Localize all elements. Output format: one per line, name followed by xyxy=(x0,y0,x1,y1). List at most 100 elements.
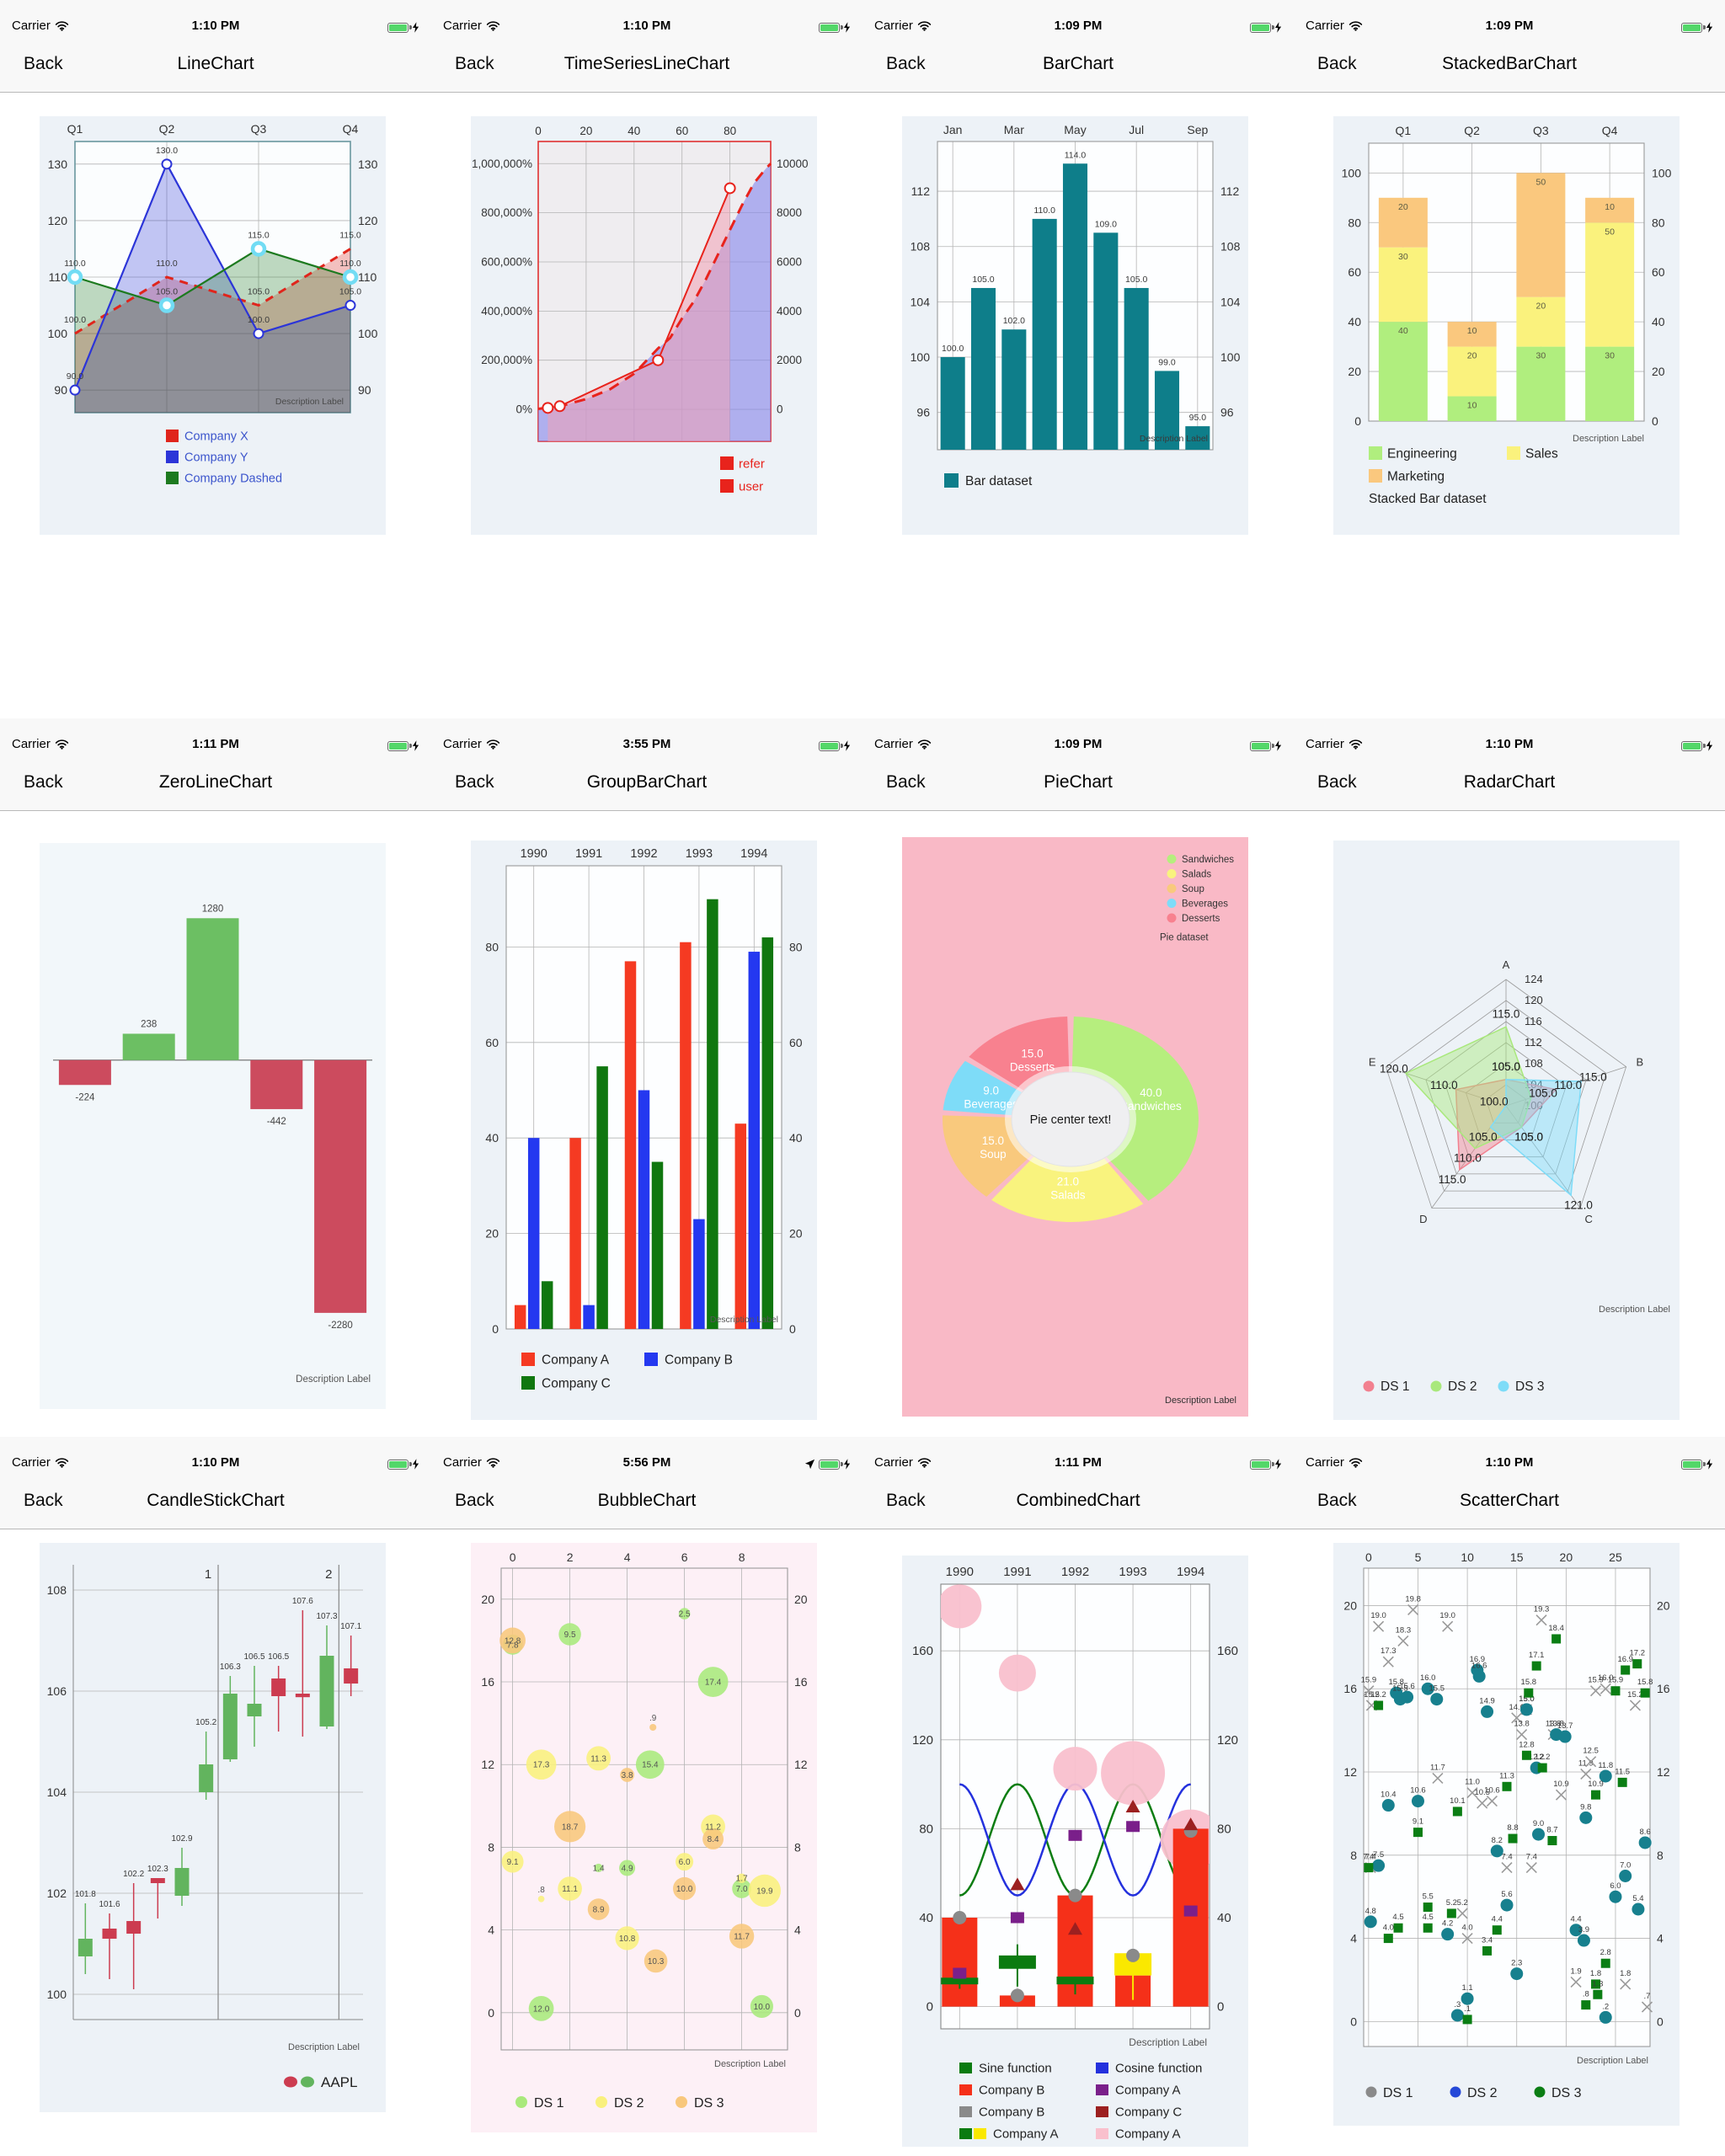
LineChart-canvas[interactable]: Q1 Q2 Q3 Q4 90 90 100 100 110 110 120 120 130 130 100.… xyxy=(40,116,386,535)
svg-text:4.4: 4.4 xyxy=(1570,1915,1581,1924)
svg-text:7.0: 7.0 xyxy=(736,1885,748,1894)
nav-title: PieChart xyxy=(1044,771,1113,792)
PieChart-canvas[interactable]: 40.0Sandwiches21.0Salads15.0Soup9.0Bever… xyxy=(902,837,1248,1417)
svg-text:1990: 1990 xyxy=(946,1565,974,1579)
svg-text:17.3: 17.3 xyxy=(533,1761,550,1770)
svg-text:105.0: 105.0 xyxy=(972,275,994,285)
back-button[interactable]: Back xyxy=(24,1490,63,1510)
svg-text:Sine function: Sine function xyxy=(979,2062,1052,2076)
battery-icon xyxy=(819,22,843,33)
svg-text:6: 6 xyxy=(681,1550,688,1564)
back-button[interactable]: Back xyxy=(1317,53,1357,73)
svg-text:12.2: 12.2 xyxy=(1535,1753,1551,1762)
back-button[interactable]: Back xyxy=(24,53,63,73)
svg-text:13.8: 13.8 xyxy=(1546,1720,1562,1729)
svg-text:Beverages: Beverages xyxy=(1182,899,1228,910)
svg-text:4.8: 4.8 xyxy=(1365,1907,1376,1916)
svg-text:11.9: 11.9 xyxy=(1578,1758,1594,1768)
svg-text:40: 40 xyxy=(789,1131,803,1145)
svg-text:5: 5 xyxy=(1415,1550,1422,1564)
carrier-label: Carrier xyxy=(443,19,482,33)
navigation-bar: Back StackedBarChart xyxy=(1294,35,1725,93)
svg-text:5.2: 5.2 xyxy=(1457,1898,1468,1908)
svg-text:Q1: Q1 xyxy=(1396,124,1412,137)
svg-text:1: 1 xyxy=(205,1567,211,1582)
svg-text:17.3: 17.3 xyxy=(1381,1646,1397,1656)
phone-screen-bubblechart: Carrier 5:56 PM Back B xyxy=(431,1437,862,2156)
svg-text:DS 2: DS 2 xyxy=(614,2096,644,2111)
svg-text:110.0: 110.0 xyxy=(339,259,361,269)
ScatterChart-canvas[interactable]: 0 5 10 15 20 25 0 0 4 4 8 8 12 12 16 16 20 20 19.0 19.8 18.3… xyxy=(1333,1543,1680,2126)
svg-text:16: 16 xyxy=(481,1675,494,1689)
svg-text:105.2: 105.2 xyxy=(195,1718,216,1727)
wifi-icon xyxy=(486,739,500,750)
svg-text:Description Label: Description Label xyxy=(296,1374,371,1385)
svg-text:9.0: 9.0 xyxy=(983,1085,999,1097)
BubbleChart-canvas[interactable]: 0 2 4 6 8 0 0 4 4 8 8 12 12 16 16 20 20 7.8 9.5 2.5 17.4 15.4… xyxy=(471,1543,817,2132)
svg-text:D: D xyxy=(1419,1213,1427,1225)
svg-text:16.0: 16.0 xyxy=(1420,1673,1436,1683)
svg-text:106.3: 106.3 xyxy=(220,1662,241,1672)
battery-icon xyxy=(819,740,843,751)
back-button[interactable]: Back xyxy=(455,771,494,792)
svg-text:108: 108 xyxy=(1220,240,1241,253)
svg-text:-224: -224 xyxy=(75,1092,95,1102)
svg-text:A: A xyxy=(1503,958,1510,971)
back-button[interactable]: Back xyxy=(1317,771,1357,792)
svg-text:11.5: 11.5 xyxy=(1615,1767,1630,1776)
svg-text:160: 160 xyxy=(912,1644,933,1658)
charging-bolt-icon xyxy=(412,22,419,33)
BarChart-canvas[interactable]: Jan Mar May Jul Sep 96 96 100 100 104 104 108 108 112… xyxy=(902,116,1248,535)
back-button[interactable]: Back xyxy=(455,1490,494,1510)
RadarChart-canvas[interactable]: ABCDE100104108112116120124105.0110.0105.… xyxy=(1333,841,1680,1420)
battery-icon xyxy=(387,740,412,751)
navigation-bar: Back ZeroLineChart xyxy=(0,754,431,811)
svg-text:8.8: 8.8 xyxy=(1507,1823,1518,1833)
svg-text:40: 40 xyxy=(1398,326,1408,336)
chart-card: Jan Mar May Jul Sep 96 96 100 100 104 104 108 108 112… xyxy=(902,116,1248,535)
back-button[interactable]: Back xyxy=(455,53,494,73)
svg-text:80: 80 xyxy=(1217,1822,1231,1836)
back-button[interactable]: Back xyxy=(886,771,926,792)
StackedBarChart-canvas[interactable]: Q1 Q2 Q3 Q4 0 0 20 20 40 40 60 60 80 80 100 100 40 30 20 10… xyxy=(1333,116,1680,535)
svg-text:0: 0 xyxy=(794,2006,801,2020)
svg-text:102.3: 102.3 xyxy=(147,1865,168,1874)
battery-fill xyxy=(389,24,407,31)
svg-text:DS 3: DS 3 xyxy=(1551,2086,1582,2100)
svg-text:108: 108 xyxy=(1525,1057,1543,1070)
svg-text:8.7: 8.7 xyxy=(1546,1826,1557,1835)
svg-text:Marketing: Marketing xyxy=(1387,470,1445,484)
svg-text:Soup: Soup xyxy=(980,1148,1007,1161)
svg-text:Salads: Salads xyxy=(1182,870,1211,880)
CombinedChart-canvas[interactable]: 1990 1991 1992 1993 1994 0 0 40 40 80 80 120 120 160 1… xyxy=(902,1556,1248,2147)
battery-fill xyxy=(1252,1460,1269,1468)
status-bar: Carrier 1:10 PM xyxy=(0,0,431,35)
nav-title: StackedBarChart xyxy=(1442,53,1577,73)
svg-text:13.7: 13.7 xyxy=(1557,1721,1573,1731)
status-bar: Carrier 1:10 PM xyxy=(1294,1437,1725,1472)
back-button[interactable]: Back xyxy=(886,53,926,73)
svg-text:20: 20 xyxy=(579,125,592,137)
ZeroLineChart-canvas[interactable]: -224 238 1280 -442 -2280 Description Label xyxy=(40,843,386,1409)
back-button[interactable]: Back xyxy=(1317,1490,1357,1510)
status-bar: Carrier 1:10 PM xyxy=(0,1437,431,1472)
back-button[interactable]: Back xyxy=(886,1490,926,1510)
TimeSeriesLineChart-canvas[interactable]: 0 20 40 60 80 0% 200,000% 400,000% 600,000% 800,0… xyxy=(471,116,817,535)
GroupBarChart-canvas[interactable]: 1990 1991 1992 1993 1994 0 0 20 20 40 40 60 60 80 80 De… xyxy=(471,841,817,1420)
svg-text:40: 40 xyxy=(1348,315,1361,328)
svg-text:.3: .3 xyxy=(1454,2000,1461,2009)
chart-card: 1990 1991 1992 1993 1994 0 0 20 20 40 40 60 60 80 80 De… xyxy=(471,841,817,1420)
back-button[interactable]: Back xyxy=(24,771,63,792)
svg-text:Company A: Company A xyxy=(1115,2084,1181,2098)
wifi-icon xyxy=(55,739,69,750)
navigation-bar: Back PieChart xyxy=(862,754,1294,811)
svg-text:.9: .9 xyxy=(649,1714,657,1723)
svg-text:30: 30 xyxy=(1605,351,1615,361)
battery-fill xyxy=(1252,742,1269,750)
svg-text:8.4: 8.4 xyxy=(708,1835,719,1844)
svg-text:20: 20 xyxy=(1348,365,1361,378)
svg-text:600,000%: 600,000% xyxy=(481,255,532,268)
svg-text:120: 120 xyxy=(1217,1733,1238,1748)
svg-text:13.8: 13.8 xyxy=(1514,1720,1530,1729)
